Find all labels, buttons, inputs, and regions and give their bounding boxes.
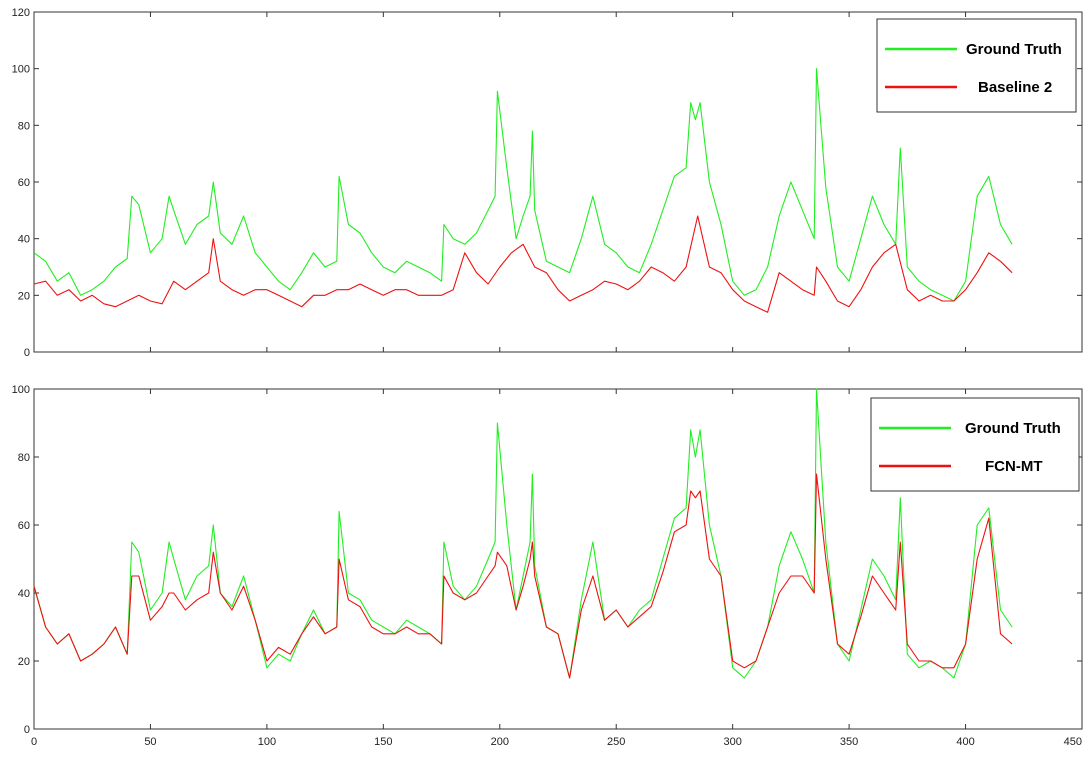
top-chart-panel: 0 20 40 60 80 100 120 Ground Truth Baseline 2	[12, 7, 1083, 359]
x-tick-label: 0	[31, 736, 37, 748]
y-tick-label: 80	[18, 120, 30, 132]
y-tick-label: 40	[18, 588, 30, 600]
legend-label-baseline-2: Baseline 2	[978, 79, 1052, 96]
x-tick-label: 350	[840, 736, 858, 748]
series-line-ground-truth	[33, 68, 1013, 302]
legend-box	[876, 18, 1077, 113]
y-tick-label: 60	[18, 520, 30, 532]
y-tick-label: 20	[18, 290, 30, 302]
x-tick-label: 250	[607, 736, 625, 748]
legend-box	[870, 397, 1080, 492]
y-tick-label: 0	[24, 347, 30, 359]
series-line-fcn-mt	[33, 473, 1013, 679]
y-tick-label: 40	[18, 234, 30, 246]
y-tick-label: 60	[18, 177, 30, 189]
x-tick-label: 400	[956, 736, 974, 748]
y-tick-label: 100	[12, 64, 30, 76]
bottom-chart-panel: 0 20 40 60 80 100 0 50 100 150 200 250 300 350 400 450 G…	[12, 384, 1083, 748]
y-tick-label: 20	[18, 656, 30, 668]
legend-label-ground-truth: Ground Truth	[965, 420, 1061, 437]
y-tick-label: 120	[12, 7, 30, 19]
y-tick-label: 100	[12, 384, 30, 396]
x-tick-label: 100	[258, 736, 276, 748]
y-tick-label: 0	[24, 724, 30, 736]
x-tick-label: 200	[491, 736, 509, 748]
x-tick-label: 150	[374, 736, 392, 748]
legend-label-ground-truth: Ground Truth	[966, 41, 1062, 58]
legend-label-fcn-mt: FCN-MT	[985, 458, 1042, 475]
x-tick-label: 300	[723, 736, 741, 748]
x-tick-label: 450	[1064, 736, 1082, 748]
series-line-baseline-2	[33, 215, 1013, 313]
y-tick-label: 80	[18, 452, 30, 464]
x-tick-label: 50	[144, 736, 156, 748]
